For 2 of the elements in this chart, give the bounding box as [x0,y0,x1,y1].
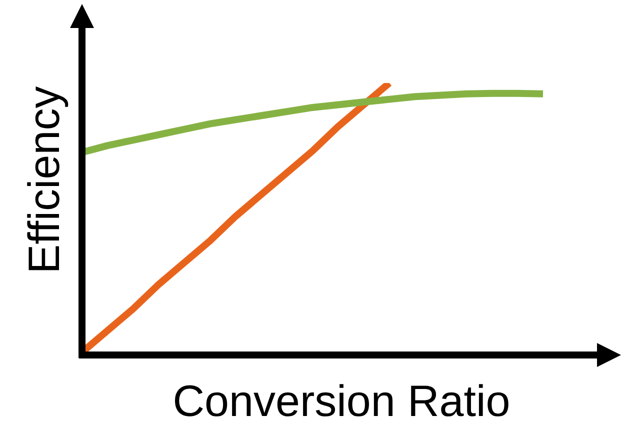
y-axis-title: Efficiency [20,86,69,274]
x-axis-title: Conversion Ratio [172,377,512,426]
